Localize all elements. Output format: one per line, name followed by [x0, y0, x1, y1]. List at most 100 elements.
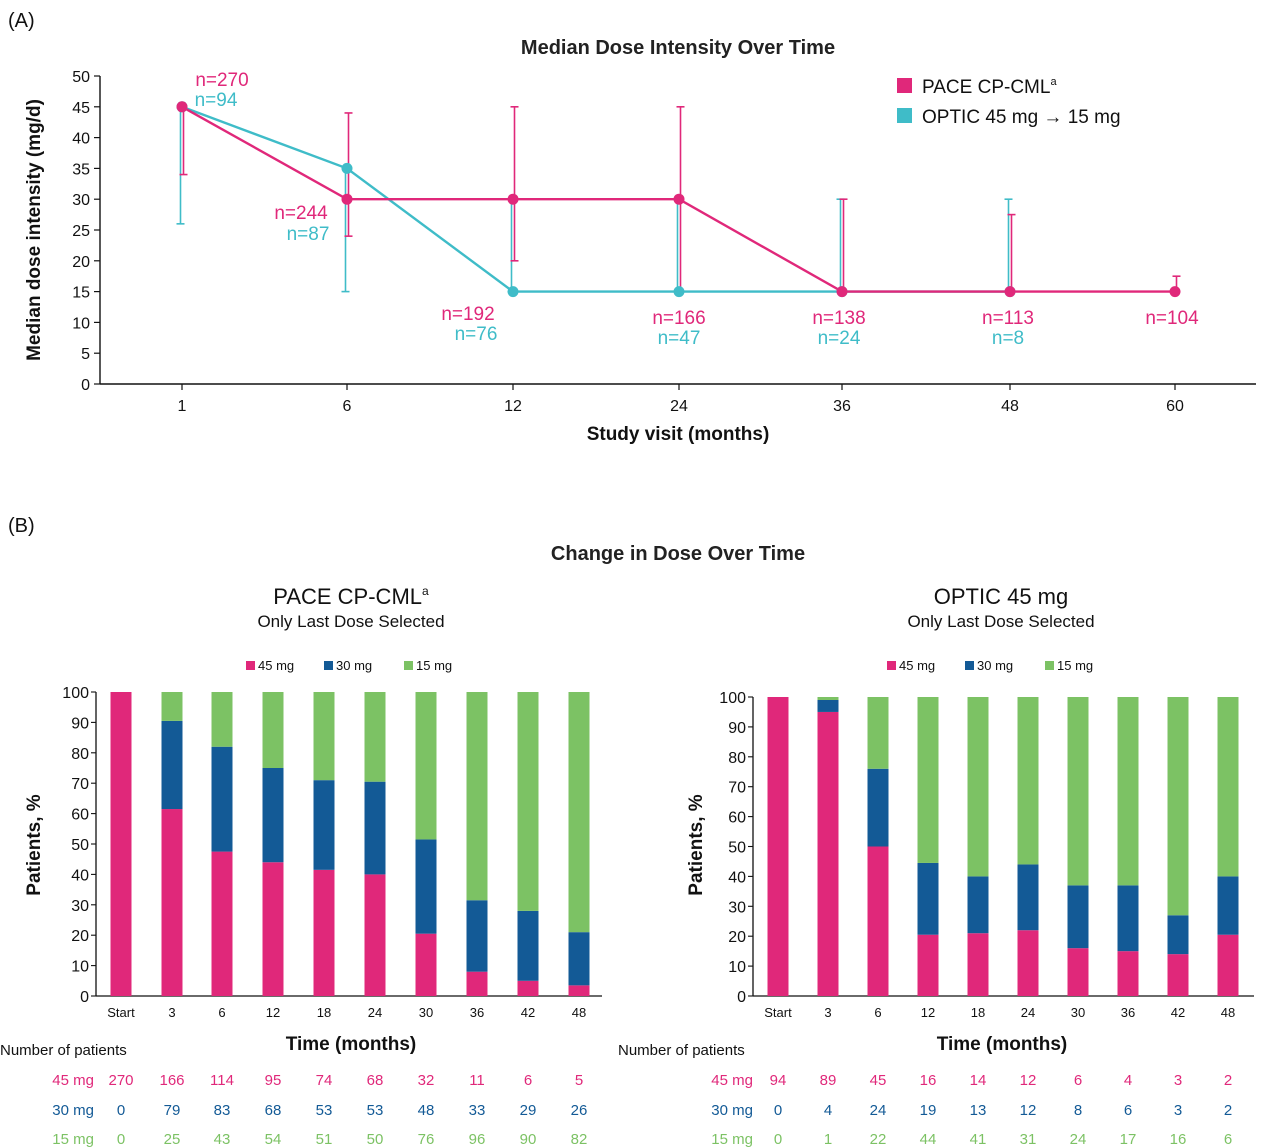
bar-y-tick-label: 50	[728, 840, 746, 857]
bar-y-tick-label: 70	[71, 776, 89, 793]
bar-segment-30-mg	[917, 862, 939, 935]
bar-segment-30-mg	[517, 910, 539, 981]
patients-count: 17	[1120, 1131, 1137, 1148]
n-label-optic: n=94	[195, 90, 238, 111]
patients-count: 54	[265, 1131, 282, 1148]
data-point-optic	[507, 286, 519, 298]
patients-count: 16	[920, 1072, 937, 1089]
line-y-tick-label: 5	[81, 346, 90, 363]
bar-segment-45-mg	[415, 933, 437, 996]
patients-row-label: 15 mg	[52, 1131, 94, 1148]
bar-y-tick-label: 10	[71, 959, 89, 976]
bar-segment-15-mg	[1117, 697, 1139, 886]
bar-x-tick-label: 36	[470, 1005, 484, 1020]
bar-y-tick-label: 100	[719, 690, 746, 707]
line-x-tick-label: 60	[1166, 398, 1184, 415]
patients-count: 48	[418, 1102, 435, 1119]
data-point-pace	[341, 193, 353, 205]
n-label-optic: n=24	[818, 328, 861, 349]
patients-count: 114	[210, 1072, 234, 1089]
line-chart-data: n=270 n=244 n=192 n=166 n=138 n=113 n=104 n=94 n…	[176, 70, 1199, 349]
line-chart-axes: 0 5 10 15 20 25 30 35 40 45 50 1 6 12 24 36 48 60	[72, 69, 1256, 415]
bar-x-tick-label: 3	[168, 1005, 175, 1020]
bar-segment-15-mg	[867, 697, 889, 769]
n-label-optic: n=8	[992, 328, 1024, 349]
patients-count: 0	[117, 1131, 125, 1148]
bar-x-tick-label: 36	[1121, 1005, 1135, 1020]
n-label-pace: n=166	[652, 308, 705, 329]
bar-y-tick-label: 10	[728, 959, 746, 976]
patients-count: 74	[316, 1072, 333, 1089]
data-point-pace	[836, 286, 848, 298]
bar-y-tick-label: 40	[71, 867, 89, 884]
line-y-tick-label: 25	[72, 223, 90, 240]
patients-count: 83	[214, 1102, 231, 1119]
bar-segment-30-mg	[1117, 885, 1139, 952]
data-point-pace	[507, 193, 519, 205]
line-x-tick-label: 12	[504, 398, 522, 415]
legend-label-pace: PACE CP-CMLa	[922, 76, 1057, 98]
patients-count: 6	[1074, 1072, 1082, 1089]
patients-count: 5	[575, 1072, 583, 1089]
patients-count: 12	[1020, 1072, 1037, 1089]
bar-x-tick-label: 42	[521, 1005, 535, 1020]
n-label-pace: n=113	[982, 308, 1034, 329]
patients-count: 90	[520, 1131, 537, 1148]
patients-count: 6	[524, 1072, 532, 1089]
bar-legend-swatch	[246, 661, 255, 670]
patients-count: 6	[1224, 1131, 1232, 1148]
bar-segment-30-mg	[313, 780, 335, 870]
bar-segment-45-mg	[867, 846, 889, 996]
bar-y-tick-label: 90	[71, 715, 89, 732]
bar-segment-45-mg	[110, 692, 132, 996]
bar-segment-45-mg	[1217, 934, 1239, 996]
patients-table-header: Number of patients	[0, 1042, 127, 1059]
line-chart-title: Median Dose Intensity Over Time	[521, 37, 835, 59]
patients-row-label: 30 mg	[711, 1102, 753, 1119]
bar-segment-30-mg	[967, 876, 989, 934]
patients-count: 3	[1174, 1072, 1182, 1089]
bar-right-title: OPTIC 45 mg	[934, 584, 1068, 609]
patients-count: 68	[367, 1072, 384, 1089]
bar-y-tick-label: 0	[80, 989, 89, 1006]
data-point-optic	[341, 162, 353, 174]
line-y-tick-label: 15	[72, 285, 90, 302]
bar-x-tick-label: 42	[1171, 1005, 1185, 1020]
patients-count: 50	[367, 1131, 384, 1148]
bar-x-tick-label: 18	[971, 1005, 985, 1020]
patients-count: 32	[418, 1072, 435, 1089]
patients-count: 53	[316, 1102, 333, 1119]
bar-segment-15-mg	[1067, 697, 1089, 886]
bar-x-tick-label: 18	[317, 1005, 331, 1020]
bar-segment-30-mg	[415, 839, 437, 934]
bar-x-tick-label: 30	[419, 1005, 433, 1020]
bar-legend-swatch	[965, 661, 974, 670]
bar-y-tick-label: 80	[71, 746, 89, 763]
bar-segment-45-mg	[161, 809, 183, 996]
patients-row-label: 15 mg	[711, 1131, 753, 1148]
bar-left-xlabel: Time (months)	[286, 1034, 417, 1055]
patients-count: 11	[469, 1072, 485, 1089]
bar-segment-15-mg	[917, 697, 939, 863]
line-chart-xlabel: Study visit (months)	[587, 424, 770, 445]
panel-label-a: (A)	[8, 10, 35, 32]
bar-y-tick-label: 60	[728, 810, 746, 827]
patients-count: 12	[1020, 1102, 1037, 1119]
bar-segment-45-mg	[364, 874, 386, 996]
bar-legend-swatch	[324, 661, 333, 670]
line-x-tick-label: 24	[670, 398, 688, 415]
bar-x-tick-label: 48	[572, 1005, 586, 1020]
bar-segment-15-mg	[967, 697, 989, 877]
patients-count: 0	[774, 1131, 782, 1148]
bar-segment-15-mg	[517, 692, 539, 911]
bar-segment-15-mg	[1017, 697, 1039, 865]
n-label-optic: n=87	[287, 224, 330, 245]
patients-count: 19	[920, 1102, 937, 1119]
bar-segment-15-mg	[415, 692, 437, 840]
bar-x-tick-label: 24	[368, 1005, 382, 1020]
bar-legend-swatch	[1045, 661, 1054, 670]
bar-y-tick-label: 80	[728, 750, 746, 767]
patients-count: 95	[265, 1072, 282, 1089]
bar-left-subtitle: Only Last Dose Selected	[257, 612, 444, 631]
